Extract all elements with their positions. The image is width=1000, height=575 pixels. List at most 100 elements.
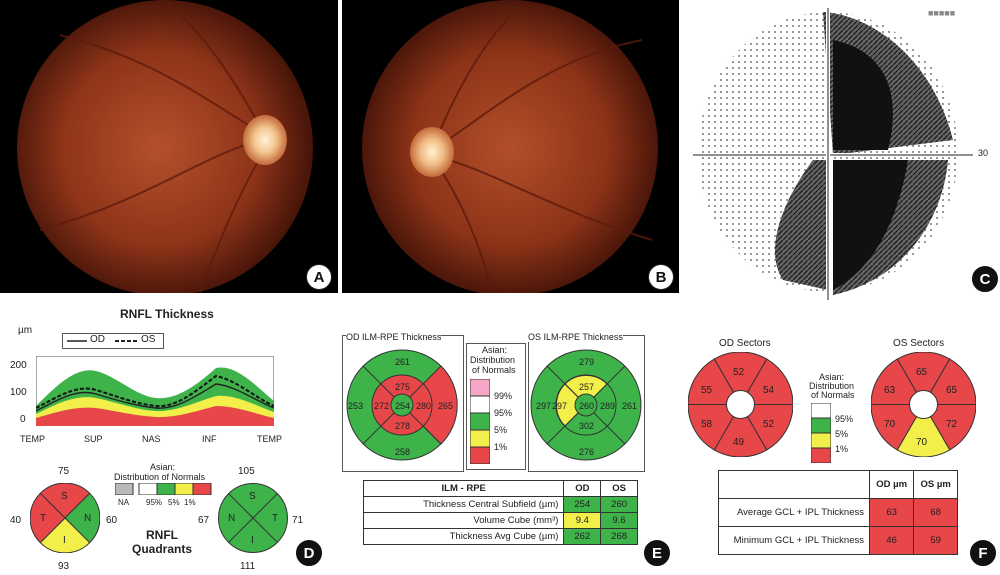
rnfl-dist-5: 5% bbox=[168, 498, 180, 507]
optic-disc bbox=[410, 127, 454, 177]
ilm-row-os: 260 bbox=[600, 496, 638, 513]
od-quad-left-value: 40 bbox=[10, 515, 22, 526]
y-tick-200: 200 bbox=[10, 360, 27, 371]
od-quad-i: I bbox=[63, 535, 66, 546]
os-ilm-outer-left: 297 bbox=[536, 401, 552, 411]
panel-b-badge: B bbox=[648, 264, 674, 290]
rnfl-quadrants-title-2: Quadrants bbox=[132, 542, 193, 556]
gcl-table: OD µm OS µm Average GCL + IPL Thickness … bbox=[718, 470, 958, 555]
os-quad-t: T bbox=[272, 513, 279, 524]
ilm-row-os: 9.6 bbox=[600, 512, 638, 529]
od-quad-n: N bbox=[84, 513, 92, 524]
rnfl-legend: OD OS bbox=[62, 333, 164, 349]
os-ilm-outer-right: 261 bbox=[622, 401, 638, 411]
ilm-table-header-od: OD bbox=[563, 480, 602, 497]
gcl-table-header-od: OD µm bbox=[868, 470, 915, 499]
panel-e-label: E bbox=[651, 544, 662, 562]
rnfl-thickness-chart bbox=[36, 356, 274, 426]
od-sector-bottom: 49 bbox=[733, 437, 745, 448]
os-ilm-center: 260 bbox=[579, 401, 595, 411]
rnfl-title: RNFL Thickness bbox=[120, 307, 214, 321]
panel-e-badge: E bbox=[644, 540, 670, 566]
od-sector-bottom-left: 58 bbox=[701, 419, 713, 430]
ilm-table-header-os: OS bbox=[600, 480, 638, 497]
od-quadrant-pie bbox=[30, 483, 100, 553]
rnfl-dist-1: 1% bbox=[184, 498, 196, 507]
os-ilm-inner-left: 297 bbox=[552, 401, 568, 411]
ilm-dist-1: 1% bbox=[494, 442, 508, 452]
gcl-row-label: Average GCL + IPL Thickness bbox=[718, 498, 870, 527]
os-sectors-map bbox=[871, 352, 976, 457]
panel-c-badge: C bbox=[972, 266, 998, 292]
ilm-dist-box bbox=[466, 343, 526, 470]
ilm-rpe-table: ILM - RPE OD OS Thickness Central Subfie… bbox=[362, 480, 638, 545]
os-ilm-inner-top: 257 bbox=[579, 382, 595, 392]
os-ilm-map bbox=[530, 349, 642, 461]
os-quad-i: I bbox=[251, 535, 254, 546]
gcl-panel: OD Sectors OS Sectors 52 54 52 49 58 55 … bbox=[683, 325, 1000, 575]
ilm-dist-line-2: of Normals bbox=[472, 365, 516, 375]
os-ilm-inner-right: 289 bbox=[600, 401, 616, 411]
rnfl-quadrants-title-1: RNFL bbox=[146, 528, 178, 542]
fundus-image-od bbox=[17, 0, 313, 293]
ilm-dist-line-1: Distribution bbox=[470, 355, 516, 365]
gcl-table-header-label bbox=[718, 470, 870, 499]
table-row: Average GCL + IPL Thickness 63 68 bbox=[718, 498, 958, 527]
visual-field-panel: 30 ■■■■■ bbox=[683, 0, 1000, 300]
panel-f-badge: F bbox=[970, 540, 996, 566]
legend-os: OS bbox=[141, 334, 156, 345]
fundus-photo-od bbox=[0, 0, 338, 293]
ilm-row-od: 9.4 bbox=[563, 512, 602, 529]
os-sector-top-left: 63 bbox=[884, 385, 896, 396]
od-quad-s: S bbox=[61, 491, 68, 502]
od-sector-top-left: 55 bbox=[701, 385, 713, 396]
od-ilm-outer-left: 253 bbox=[348, 401, 364, 411]
os-line-icon bbox=[115, 340, 137, 342]
ilm-dist-scale bbox=[470, 379, 490, 464]
ilm-table-header-row: ILM - RPE OD OS bbox=[362, 480, 638, 497]
gcl-row-os: 59 bbox=[913, 526, 958, 555]
od-quad-right-value: 60 bbox=[106, 515, 118, 526]
od-sector-top: 52 bbox=[733, 367, 745, 378]
legend-od: OD bbox=[90, 334, 105, 345]
panel-d-label: D bbox=[303, 544, 315, 562]
x-label-sup: SUP bbox=[84, 434, 103, 444]
gcl-table-header-row: OD µm OS µm bbox=[718, 470, 958, 499]
ilm-rpe-panel: OD ILM-RPE Thickness 261 253 265 258 275… bbox=[338, 325, 680, 575]
od-ilm-inner-right: 280 bbox=[416, 401, 432, 411]
od-ilm-outer-bottom: 258 bbox=[395, 447, 411, 457]
gcl-row-label: Minimum GCL + IPL Thickness bbox=[718, 526, 870, 555]
od-ilm-inner-top: 275 bbox=[395, 382, 411, 392]
od-sectors-map bbox=[688, 352, 793, 457]
rnfl-dist-na: NA bbox=[118, 498, 130, 507]
od-sectors-title: OD Sectors bbox=[719, 338, 771, 349]
ilm-row-label: Volume Cube (mm³) bbox=[362, 512, 565, 529]
rnfl-dist-title: Asian: bbox=[150, 462, 176, 472]
rnfl-unit-label: µm bbox=[18, 325, 33, 336]
table-row: Volume Cube (mm³) 9.4 9.6 bbox=[362, 512, 638, 529]
od-quad-top-value: 75 bbox=[58, 466, 70, 477]
os-curve bbox=[36, 374, 274, 409]
od-ilm-outer-right: 265 bbox=[438, 401, 454, 411]
os-sector-bottom-right: 72 bbox=[946, 419, 958, 430]
os-quad-s: S bbox=[249, 491, 256, 502]
x-label-inf: INF bbox=[202, 434, 217, 444]
ilm-row-label: Thickness Avg Cube (µm) bbox=[362, 528, 565, 545]
od-ilm-inner-bottom: 278 bbox=[395, 421, 411, 431]
gcl-dist-5: 5% bbox=[835, 429, 849, 439]
gcl-dist-95: 95% bbox=[835, 414, 854, 424]
gcl-row-os: 68 bbox=[913, 498, 958, 527]
panel-c-label: C bbox=[979, 270, 991, 288]
os-quad-bottom-value: 111 bbox=[240, 561, 256, 572]
ilm-dist-title: Asian: bbox=[482, 345, 508, 355]
table-row: Thickness Central Subfield (µm) 254 260 bbox=[362, 496, 638, 513]
od-ilm-title: OD ILM-RPE Thickness bbox=[346, 332, 442, 342]
fundus-photo-os bbox=[342, 0, 679, 293]
ilm-row-od: 254 bbox=[563, 496, 602, 513]
gcl-row-od: 46 bbox=[868, 526, 915, 555]
panel-b-label: B bbox=[655, 268, 667, 286]
os-ilm-inner-bottom: 302 bbox=[579, 421, 595, 431]
ilm-dist-5: 5% bbox=[494, 425, 508, 435]
od-line-icon bbox=[67, 340, 87, 342]
visual-field-plot bbox=[693, 8, 973, 300]
